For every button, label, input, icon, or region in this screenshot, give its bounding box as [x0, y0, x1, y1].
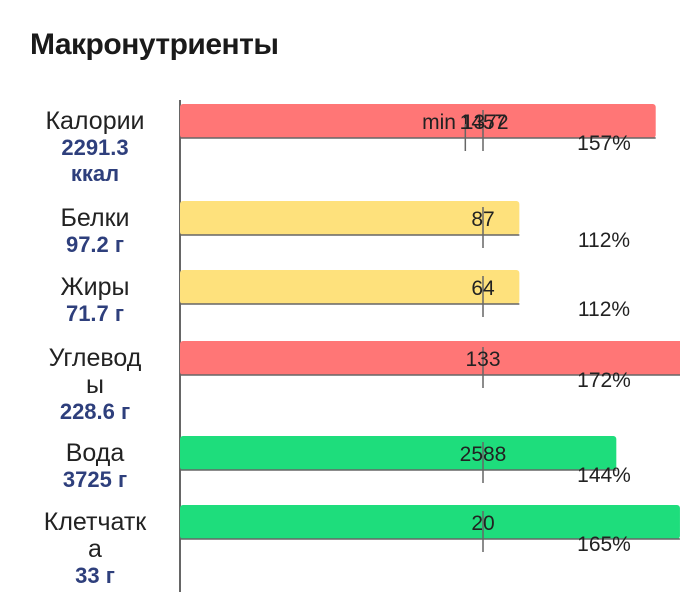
- nutrient-name: Жиры: [61, 273, 130, 301]
- percent-label: 165%: [577, 533, 631, 556]
- bar-1: [180, 104, 656, 138]
- bar-6: [180, 505, 680, 539]
- percent-label: 157%: [577, 132, 631, 155]
- min-value-label: min 1372: [422, 111, 508, 134]
- norm-value-label: 64: [471, 277, 495, 300]
- percent-label: 112%: [578, 229, 630, 252]
- bar-4: [180, 341, 680, 375]
- nutrient-name: Вода: [66, 439, 125, 467]
- nutrient-name: Белки: [61, 204, 130, 232]
- nutrient-name: Углевод: [49, 344, 142, 372]
- norm-value-label: 2588: [460, 443, 507, 466]
- nutrient-name: Калории: [45, 107, 144, 135]
- page-title: Макронутриенты: [30, 28, 279, 61]
- norm-value-label: 87: [471, 208, 494, 231]
- percent-label: 144%: [577, 464, 631, 487]
- bar-5: [180, 436, 617, 470]
- nutrient-amount: 71.7 г: [66, 301, 124, 326]
- nutrient-name: Клетчатк: [44, 508, 148, 536]
- norm-value-label: 20: [471, 512, 494, 535]
- nutrient-amount: 2291.3: [61, 135, 128, 160]
- nutrient-amount: 228.6 г: [60, 399, 130, 424]
- nutrient-amount: 97.2 г: [66, 232, 124, 257]
- norm-value-label: 133: [465, 348, 500, 371]
- nutrient-name: ы: [86, 371, 104, 399]
- nutrient-amount: ккал: [71, 161, 119, 186]
- percent-label: 172%: [577, 369, 631, 392]
- bar-3: [180, 270, 520, 304]
- norm-value-label: 1457: [460, 111, 507, 134]
- nutrient-amount: 3725 г: [63, 467, 127, 492]
- nutrient-amount: 33 г: [75, 563, 115, 588]
- percent-label: 112%: [578, 298, 630, 321]
- nutrient-name: а: [88, 535, 102, 563]
- bar-2: [180, 201, 520, 235]
